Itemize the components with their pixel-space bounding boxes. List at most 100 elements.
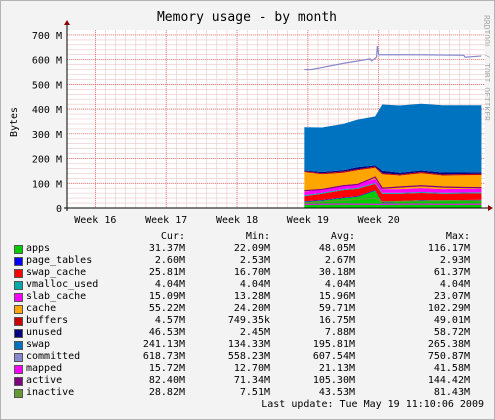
legend-avg: 48.05M xyxy=(318,243,355,254)
legend-row-cache: cache 55.22M 24.20M 59.71M 102.29M xyxy=(14,303,484,315)
legend-row-slab_cache: slab_cache 15.09M 13.28M 15.96M 23.07M xyxy=(14,291,484,303)
legend-min: 134.33M xyxy=(227,339,270,350)
legend-cur: 15.72M xyxy=(148,363,185,374)
legend-max: 2.93M xyxy=(439,255,470,266)
legend-swatch xyxy=(14,257,23,266)
legend-series-name: apps xyxy=(26,243,51,254)
legend-swatch xyxy=(14,317,23,326)
y-axis-label: Bytes xyxy=(9,107,20,137)
legend-max: 144.42M xyxy=(427,375,470,386)
y-axis-arrow xyxy=(64,20,70,25)
legend-header-avg: Avg: xyxy=(330,231,355,242)
legend-row-buffers: buffers 4.57M 749.35k 16.75M 49.01M xyxy=(14,315,484,327)
line-inactive xyxy=(304,197,482,204)
legend-cur: 46.53M xyxy=(148,327,185,338)
x-tick-label: Week 17 xyxy=(145,215,187,226)
legend-series-name: swap_cache xyxy=(26,267,87,278)
legend-row-apps: apps 31.37M 22.09M 48.05M 116.17M xyxy=(14,243,484,255)
y-tick-label: 200 M xyxy=(32,155,62,166)
axes xyxy=(64,20,493,211)
legend-max: 750.87M xyxy=(427,351,470,362)
legend-max: 4.04M xyxy=(439,279,470,290)
area-vmalloc_used xyxy=(304,182,482,197)
legend-swatch xyxy=(14,365,23,374)
x-tick-label: Week 19 xyxy=(287,215,329,226)
legend-min: 12.70M xyxy=(233,363,270,374)
legend-avg: 43.53M xyxy=(318,387,355,398)
x-tick-label: Week 20 xyxy=(358,215,400,226)
legend-cur: 241.13M xyxy=(142,339,185,350)
legend-series-name: swap xyxy=(26,339,51,350)
legend-row-unused: unused 46.53M 2.45M 7.88M 58.72M xyxy=(14,327,484,339)
series-lines xyxy=(304,45,482,205)
legend-row-swap_cache: swap_cache 25.81M 16.70M 30.18M 61.37M xyxy=(14,267,484,279)
legend-series-name: slab_cache xyxy=(26,291,87,302)
legend-min: 749.35k xyxy=(227,315,270,326)
legend-avg: 195.81M xyxy=(312,339,355,350)
line-committed xyxy=(304,45,482,71)
legend-series-name: unused xyxy=(26,327,63,338)
legend-min: 71.34M xyxy=(233,375,270,386)
legend-series-name: vmalloc_used xyxy=(26,279,99,290)
legend-swatch xyxy=(14,329,23,338)
legend-swatch xyxy=(14,281,23,290)
legend-swatch xyxy=(14,269,23,278)
area-cache xyxy=(304,167,482,192)
legend-swatch xyxy=(14,305,23,314)
line-active xyxy=(304,176,482,192)
legend-avg: 16.75M xyxy=(318,315,355,326)
x-tick-labels: Week 16 Week 17 Week 18 Week 19 Week 20 xyxy=(74,215,400,226)
legend-header-max: Max: xyxy=(445,231,470,242)
legend-cur: 31.37M xyxy=(148,243,185,254)
legend-series-name: buffers xyxy=(26,315,69,326)
y-tick-label: 500 M xyxy=(32,80,62,91)
legend-swatch xyxy=(14,377,23,386)
y-tick-label: 400 M xyxy=(32,105,62,116)
legend-min: 24.20M xyxy=(233,303,270,314)
legend-min: 22.09M xyxy=(233,243,270,254)
legend-max: 102.29M xyxy=(427,303,470,314)
x-tick-label: Week 18 xyxy=(216,215,258,226)
legend-header-cur: Cur: xyxy=(160,231,185,242)
legend-swatch xyxy=(14,389,23,398)
y-tick-label: 700 M xyxy=(32,31,62,42)
x-tick-label: Week 16 xyxy=(74,215,116,226)
legend-swatch xyxy=(14,353,23,362)
legend-max: 81.43M xyxy=(433,387,470,398)
legend-cur: 2.60M xyxy=(154,255,185,266)
legend-avg: 59.71M xyxy=(318,303,355,314)
legend-min: 16.70M xyxy=(233,267,270,278)
legend-cur: 618.73M xyxy=(142,351,185,362)
y-tick-label: 0 xyxy=(56,204,62,215)
legend-swatch xyxy=(14,293,23,302)
legend-series-name: mapped xyxy=(26,363,63,374)
legend-max: 23.07M xyxy=(433,291,470,302)
area-slab_cache xyxy=(304,178,482,196)
legend-avg: 21.13M xyxy=(318,363,355,374)
y-tick-labels: 0 100 M 200 M 300 M 400 M 500 M 600 M 700 M xyxy=(32,31,62,215)
legend-avg: 2.67M xyxy=(324,255,355,266)
legend-cur: 15.09M xyxy=(148,291,185,302)
legend-avg: 30.18M xyxy=(318,267,355,278)
area-swap xyxy=(304,103,482,173)
legend-max: 49.01M xyxy=(433,315,470,326)
legend-min: 7.51M xyxy=(239,387,270,398)
legend-cur: 28.82M xyxy=(148,387,185,398)
legend-avg: 607.54M xyxy=(312,351,355,362)
legend-min: 4.04M xyxy=(239,279,270,290)
y-tick-label: 600 M xyxy=(32,56,62,67)
legend-avg: 105.30M xyxy=(312,375,355,386)
legend-row-active: active 82.40M 71.34M 105.30M 144.42M xyxy=(14,375,484,387)
rrdtool-watermark: RRDTOOL / TOBI OETIKER xyxy=(482,15,491,121)
legend-cur: 82.40M xyxy=(148,375,185,386)
chart-title: Memory usage - by month xyxy=(157,10,337,25)
legend-max: 265.38M xyxy=(427,339,470,350)
area-swap_cache xyxy=(304,183,482,203)
legend-cur: 25.81M xyxy=(148,267,185,278)
legend-series-name: page_tables xyxy=(26,255,93,266)
legend-min: 558.23M xyxy=(227,351,270,362)
legend-cur: 55.22M xyxy=(148,303,185,314)
legend-max: 116.17M xyxy=(427,243,470,254)
